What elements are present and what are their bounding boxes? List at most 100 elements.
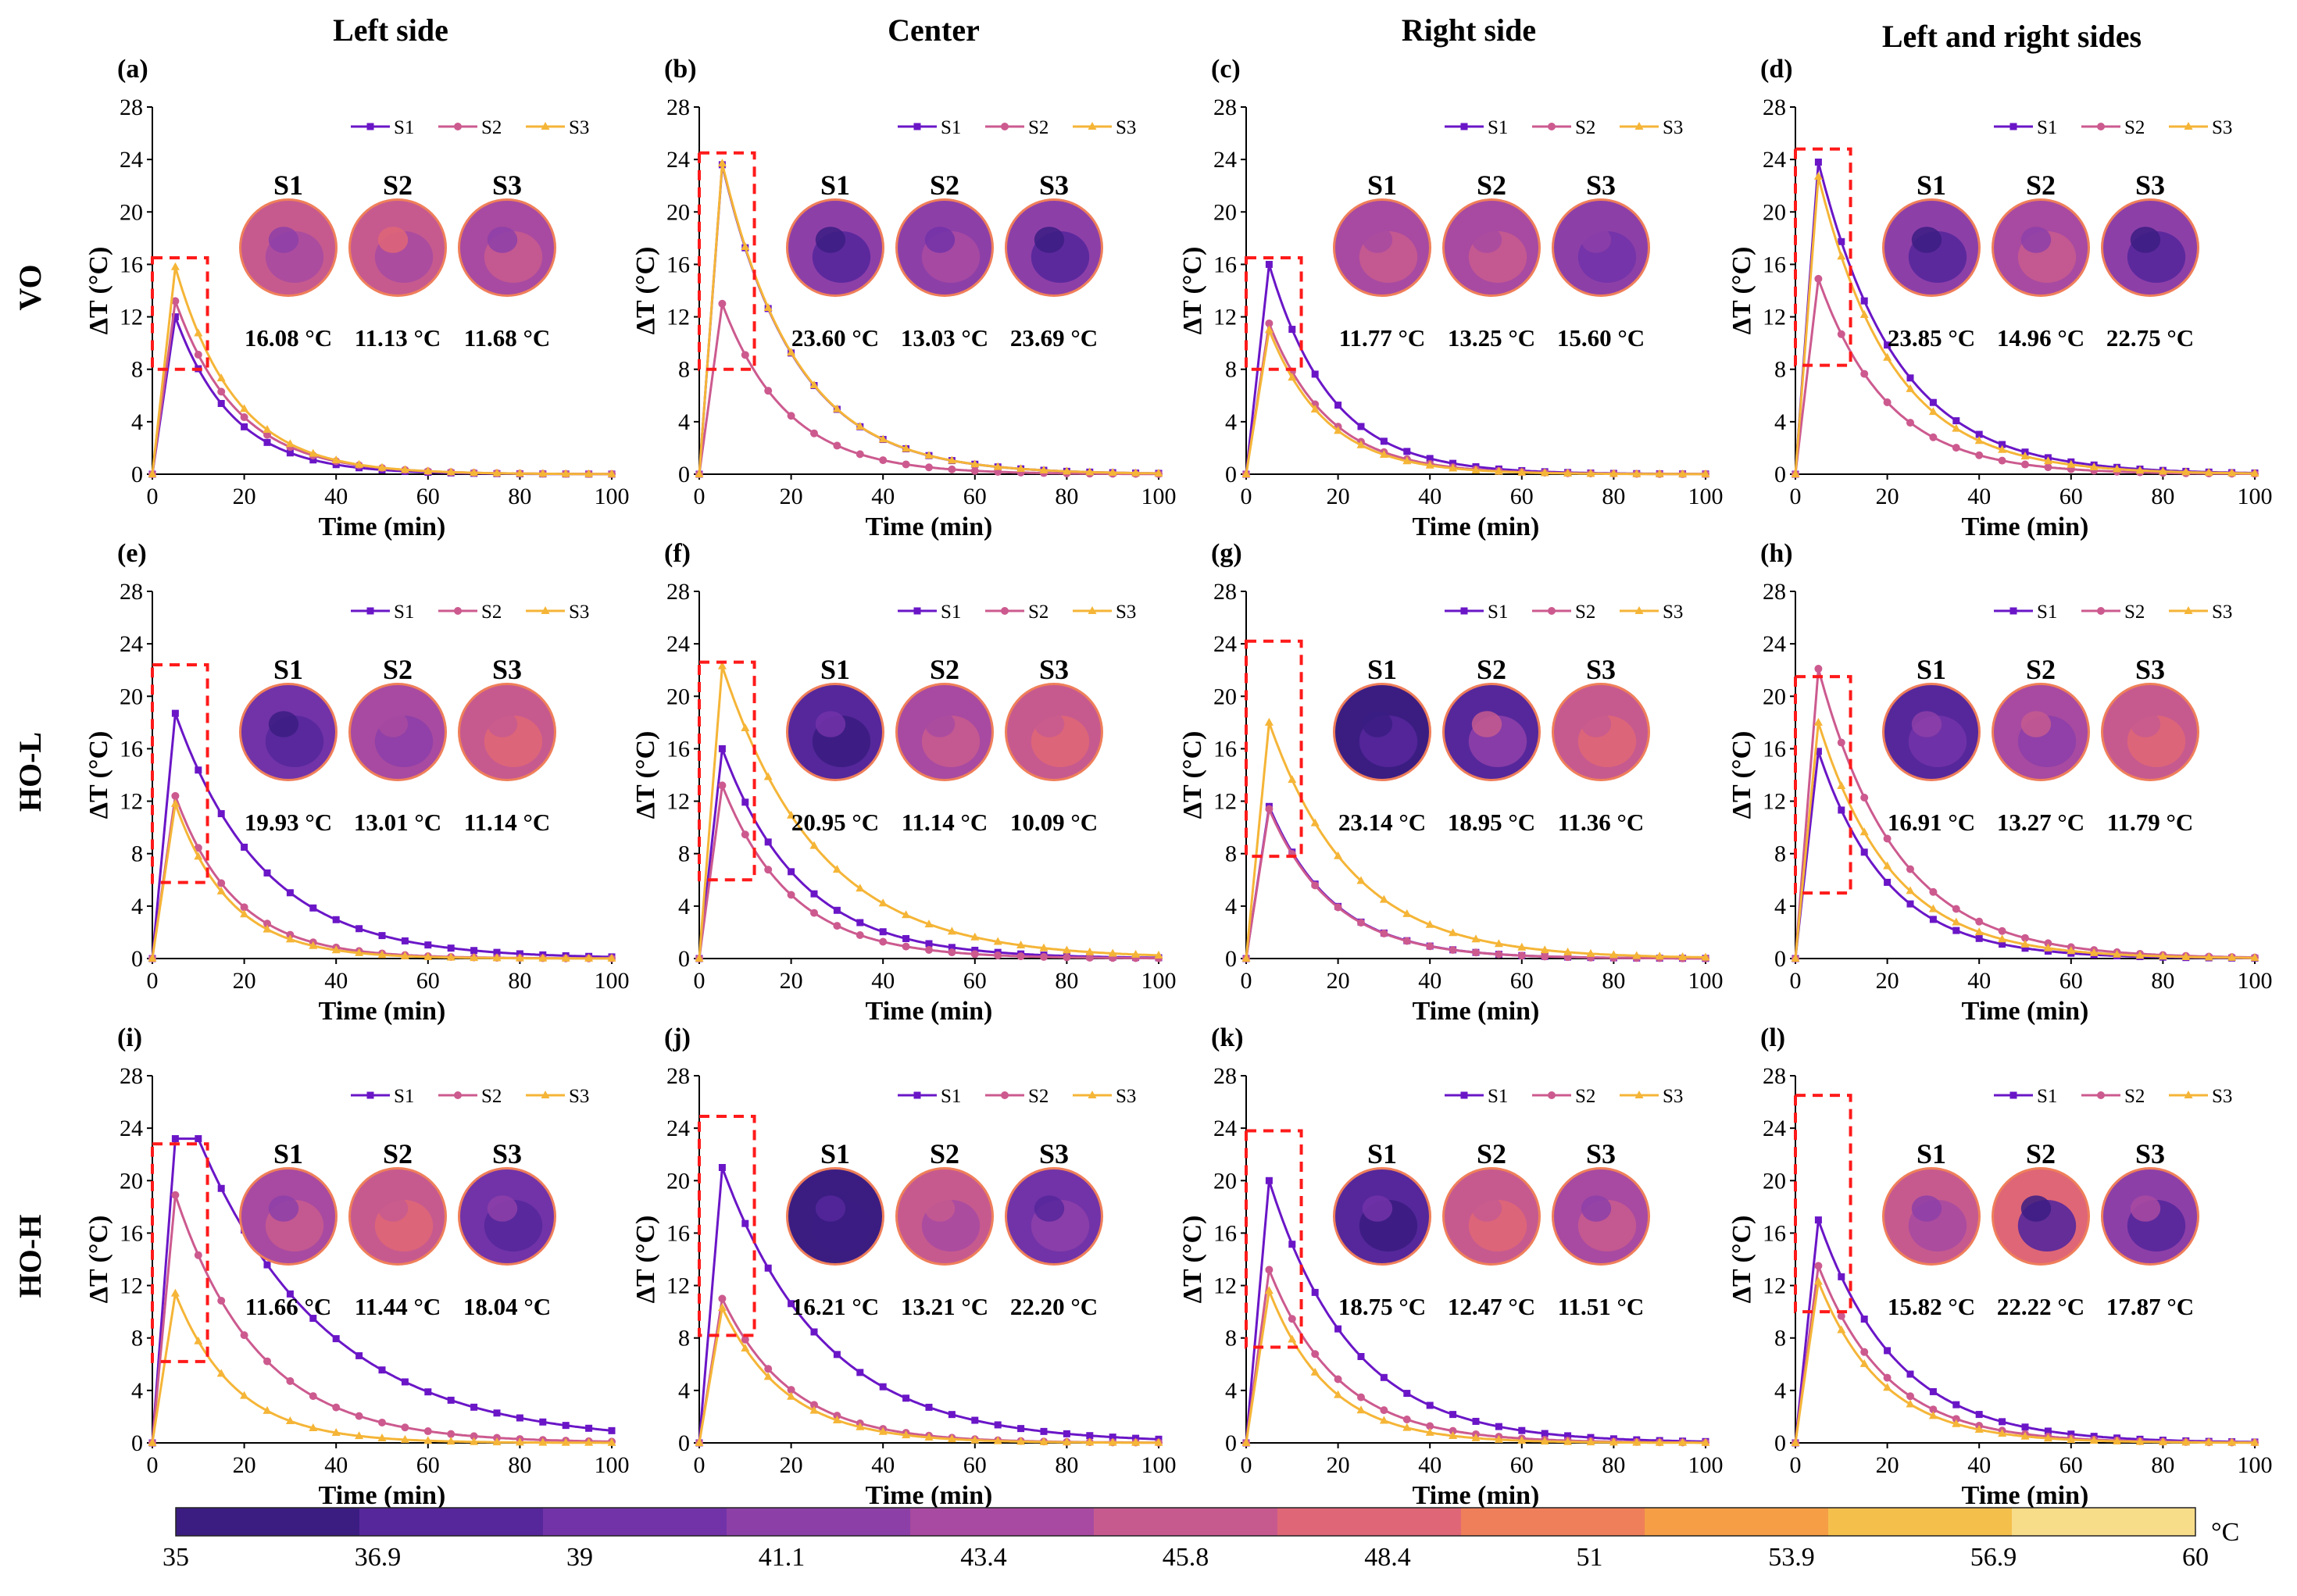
thermal-temperature: 14.96 °C	[1997, 324, 2084, 352]
x-tick-label: 20	[1327, 968, 1350, 994]
series-point-S3	[263, 425, 272, 434]
series-point-S3	[170, 262, 180, 270]
legend-marker-S3	[1634, 122, 1644, 130]
y-tick-label: 24	[1213, 631, 1237, 657]
series-point-S1	[1564, 1432, 1572, 1440]
thermal-temperature: 11.36 °C	[1558, 809, 1645, 836]
series-point-S1	[1906, 374, 1914, 382]
series-point-S2	[1265, 319, 1274, 327]
row-label-ho-h: HO-H	[13, 1215, 48, 1298]
series-point-S2	[171, 791, 180, 800]
series-point-S3	[446, 467, 455, 476]
series-point-S3	[607, 469, 616, 477]
series-point-S3	[470, 953, 479, 962]
series-point-S3	[970, 1435, 980, 1444]
series-point-S2	[194, 1251, 202, 1259]
series-point-S2	[1952, 444, 1960, 452]
series-point-S3	[1379, 894, 1388, 903]
y-tick-label: 28	[1763, 1063, 1786, 1089]
legend-marker-S1	[366, 607, 374, 615]
series-point-S3	[2113, 949, 2122, 958]
series-point-S3	[263, 924, 272, 933]
legend-marker-S2	[1001, 607, 1009, 615]
series-point-S1	[1109, 1434, 1116, 1441]
series-point-S3	[741, 723, 750, 731]
series-point-S3	[2135, 951, 2145, 959]
series-point-S3	[2158, 1437, 2167, 1446]
series-point-S2	[263, 1357, 271, 1366]
x-tick-label: 40	[1418, 1452, 1441, 1478]
y-tick-label: 12	[666, 1273, 690, 1299]
series-point-S3	[2204, 468, 2213, 477]
series-point-S3	[538, 469, 548, 477]
series-point-S1	[1975, 430, 1983, 438]
series-point-S2	[1517, 952, 1526, 960]
thermal-temperature: 23.85 °C	[1888, 324, 1975, 352]
panel-label: (k)	[1211, 1023, 1244, 1052]
y-tick-label: 4	[1225, 409, 1237, 435]
series-point-S3	[832, 404, 841, 412]
series-point-S3	[309, 1423, 318, 1431]
y-tick-label: 28	[120, 95, 143, 120]
thermal-image-core	[268, 711, 299, 737]
sample-label: S1	[273, 654, 303, 685]
thermal-image-core	[815, 711, 846, 737]
sample-label: S2	[930, 654, 959, 685]
x-axis-label: Time (min)	[866, 997, 993, 1026]
series-point-S3	[1241, 954, 1251, 962]
x-tick-label: 0	[147, 968, 159, 994]
series-point-S1	[1541, 1430, 1549, 1437]
series-point-S1	[585, 1424, 593, 1432]
series-point-S3	[515, 953, 524, 962]
column-title-both: Left and right sides	[1882, 19, 2142, 54]
series-point-S3	[1632, 951, 1641, 959]
series-point-S1	[1884, 1347, 1892, 1355]
series-point-S1	[833, 906, 841, 914]
legend-label-S3: S3	[1663, 602, 1683, 623]
panel-label: (g)	[1211, 539, 1242, 568]
series-point-S3	[1062, 466, 1071, 475]
thermal-temperature: 22.75 °C	[2106, 324, 2194, 352]
y-tick-label: 20	[1213, 684, 1237, 709]
series-point-S3	[1609, 950, 1618, 959]
legend-label-S2: S2	[2124, 117, 2145, 138]
column-title-center: Center	[888, 12, 980, 48]
series-point-S3	[1016, 1437, 1026, 1445]
thermal-image-core	[924, 227, 956, 253]
legend-label-S2: S2	[1028, 117, 1048, 138]
colorbar-tick-label: 36.9	[355, 1543, 402, 1572]
x-tick-label: 80	[508, 1452, 531, 1478]
series-point-S2	[171, 1191, 180, 1199]
series-point-S2	[1334, 1375, 1342, 1384]
series-point-S3	[148, 1438, 157, 1446]
x-tick-label: 40	[1418, 968, 1441, 994]
y-tick-label: 8	[1774, 357, 1786, 383]
x-tick-label: 0	[147, 1452, 159, 1478]
y-tick-label: 28	[666, 1063, 690, 1089]
series-point-S1	[1838, 1273, 1845, 1280]
series-point-S3	[2020, 452, 2030, 460]
colorbar-tick-label: 53.9	[1768, 1543, 1815, 1572]
panel-label: (f)	[664, 539, 691, 568]
sample-label: S2	[2026, 654, 2056, 685]
series-point-S3	[787, 348, 796, 356]
series-point-S2	[1975, 451, 1984, 459]
series-point-S3	[216, 373, 226, 382]
series-point-S3	[331, 945, 341, 954]
series-point-S3	[856, 884, 865, 892]
series-point-S2	[1837, 330, 1845, 338]
x-tick-label: 80	[1055, 484, 1078, 509]
series-point-S1	[332, 1335, 340, 1343]
thermal-temperature: 18.04 °C	[463, 1293, 551, 1320]
thermal-image-core	[2130, 1195, 2161, 1222]
thermal-image-core	[1581, 711, 1612, 737]
series-point-S3	[1402, 456, 1412, 465]
series-point-S3	[1016, 464, 1026, 473]
thermal-temperature: 16.21 °C	[791, 1293, 879, 1320]
legend-marker-S3	[1634, 1091, 1644, 1098]
series-point-S3	[902, 910, 911, 919]
series-point-S1	[562, 1422, 570, 1430]
series-point-S1	[1449, 1411, 1457, 1419]
legend-label-S1: S1	[1488, 1086, 1508, 1107]
x-axis-label: Time (min)	[319, 512, 446, 541]
